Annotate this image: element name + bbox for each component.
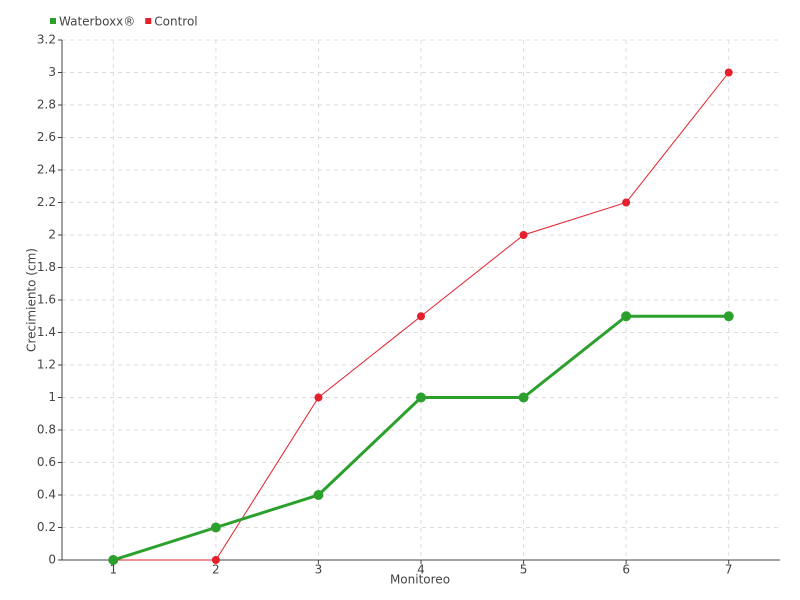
point	[518, 392, 529, 403]
y-tick-label: 1	[48, 390, 56, 404]
point	[724, 68, 733, 77]
y-tick-label: 0.4	[37, 488, 56, 502]
point	[417, 312, 425, 321]
y-tick-label: 0.2	[37, 520, 56, 534]
y-tick-label: 1.4	[37, 325, 56, 339]
y-tick-label: 1.8	[37, 260, 56, 274]
x-tick-label: 1	[109, 563, 117, 577]
point	[314, 393, 323, 402]
y-tick-label: 2	[48, 228, 56, 242]
point	[313, 490, 324, 500]
legend-label: Waterboxx®	[59, 15, 135, 29]
y-tick-label: 1.2	[37, 358, 56, 372]
y-axis-label: Crecimiento (cm)	[25, 248, 39, 352]
y-tick-label: 0	[48, 553, 56, 567]
x-tick-label: 4	[417, 563, 425, 577]
legend-swatch	[50, 18, 56, 24]
point	[108, 555, 119, 565]
y-tick-label: 0.8	[37, 423, 56, 437]
point	[210, 522, 221, 533]
x-tick-label: 5	[520, 563, 528, 577]
legend-swatch	[145, 18, 152, 24]
y-tick-label: 2.2	[37, 195, 56, 209]
point	[519, 231, 528, 239]
y-tick-label: 2.4	[37, 163, 56, 177]
point	[723, 311, 734, 322]
point	[211, 556, 220, 564]
point	[416, 392, 426, 403]
x-axis-label: Monitoreo	[390, 573, 450, 587]
y-tick-label: 2.8	[37, 98, 56, 112]
y-tick-label: 0.6	[37, 455, 56, 469]
point	[621, 311, 632, 322]
y-tick-label: 3	[48, 65, 56, 79]
y-tick-label: 3.2	[37, 33, 56, 47]
point	[622, 198, 631, 207]
x-tick-label: 7	[725, 563, 733, 577]
y-tick-label: 1.6	[37, 293, 56, 307]
legend-label: Control	[154, 15, 197, 29]
x-tick-label: 6	[622, 563, 630, 577]
x-tick-label: 2	[212, 563, 220, 577]
x-tick-label: 3	[315, 563, 323, 577]
y-tick-label: 2.6	[37, 130, 56, 144]
